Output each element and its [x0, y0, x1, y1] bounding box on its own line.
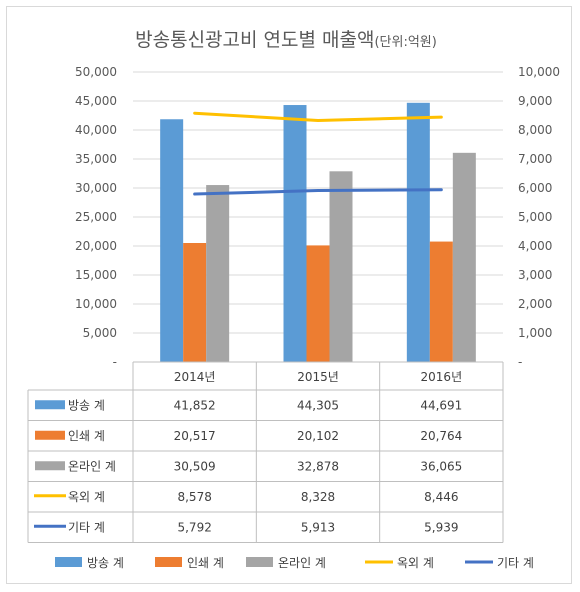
left-tick-label: 15,000 — [75, 268, 117, 282]
left-axis-ticks: - 5,000 10,000 15,000 20,000 25,000 30,000 35,0… — [75, 65, 117, 369]
bars — [160, 102, 476, 363]
row-series-name: 기타 계 — [68, 520, 105, 534]
data-label: 44,691 — [420, 398, 462, 412]
right-axis-ticks: - 1,000 2,000 3,000 4,000 5,000 6,000 7,000 8,00… — [518, 65, 560, 369]
bar — [283, 105, 307, 362]
data-label: 20,102 — [297, 429, 339, 443]
data-label: 5,939 — [424, 520, 458, 534]
chart-title: 방송통신광고비 연도별 매출액(단위:억원) — [135, 29, 437, 51]
row-series-name: 온라인 계 — [68, 459, 116, 473]
legend-key — [155, 557, 182, 567]
row-legend-key — [35, 461, 65, 471]
left-tick-label: 45,000 — [75, 94, 117, 108]
chart-frame — [6, 6, 572, 584]
left-tick-label: 50,000 — [75, 65, 117, 79]
right-tick-label: 6,000 — [518, 181, 552, 195]
row-legend-key — [35, 400, 65, 410]
left-tick-label: 30,000 — [75, 181, 117, 195]
data-label: 36,065 — [420, 459, 462, 473]
right-tick-label: 2,000 — [518, 297, 552, 311]
bar — [329, 171, 353, 362]
data-label: 41,852 — [174, 398, 216, 412]
row-series-name: 옥외 계 — [68, 490, 105, 504]
data-label: 44,305 — [297, 398, 339, 412]
series-lines — [193, 111, 443, 196]
left-tick-label: - — [113, 355, 117, 369]
right-tick-label: 5,000 — [518, 210, 552, 224]
left-tick-label: 10,000 — [75, 297, 117, 311]
right-tick-label: 8,000 — [518, 123, 552, 137]
bar — [406, 102, 430, 362]
data-label: 32,878 — [297, 459, 339, 473]
right-tick-label: - — [518, 355, 522, 369]
left-tick-label: 40,000 — [75, 123, 117, 137]
legend-label: 온라인 계 — [278, 556, 326, 570]
bar — [306, 245, 330, 362]
right-tick-label: 1,000 — [518, 326, 552, 340]
left-tick-label: 35,000 — [75, 152, 117, 166]
right-tick-label: 4,000 — [518, 239, 552, 253]
right-tick-label: 3,000 — [518, 268, 552, 282]
bar — [429, 241, 453, 362]
row-series-name: 방송 계 — [68, 398, 105, 412]
legend-key — [55, 557, 82, 567]
data-label: 8,328 — [301, 490, 335, 504]
left-tick-label: 20,000 — [75, 239, 117, 253]
series-line — [193, 111, 443, 122]
legend: 방송 계 인쇄 계 온라인 계 옥외 계 기타 계 — [55, 556, 534, 570]
data-label: 5,792 — [177, 520, 211, 534]
category-label: 2016년 — [421, 370, 463, 384]
bar — [206, 185, 230, 362]
data-label: 8,578 — [177, 490, 211, 504]
legend-label: 기타 계 — [497, 556, 534, 570]
series-line — [193, 188, 443, 196]
data-label: 20,517 — [174, 429, 216, 443]
left-tick-label: 5,000 — [83, 326, 117, 340]
right-tick-label: 9,000 — [518, 94, 552, 108]
legend-label: 방송 계 — [87, 556, 124, 570]
row-series-name: 인쇄 계 — [68, 429, 105, 443]
right-tick-label: 7,000 — [518, 152, 552, 166]
data-label: 8,446 — [424, 490, 458, 504]
legend-label: 인쇄 계 — [187, 556, 224, 570]
row-legend-key — [35, 430, 65, 440]
data-label: 20,764 — [420, 429, 462, 443]
bar — [452, 152, 476, 362]
right-tick-label: 10,000 — [518, 65, 560, 79]
legend-key — [246, 557, 273, 567]
bar — [160, 119, 184, 363]
category-label: 2014년 — [174, 370, 216, 384]
left-tick-label: 25,000 — [75, 210, 117, 224]
legend-label: 옥외 계 — [397, 556, 434, 570]
data-label: 30,509 — [174, 459, 216, 473]
bar — [183, 243, 207, 362]
data-label: 5,913 — [301, 520, 335, 534]
category-label: 2015년 — [297, 370, 339, 384]
